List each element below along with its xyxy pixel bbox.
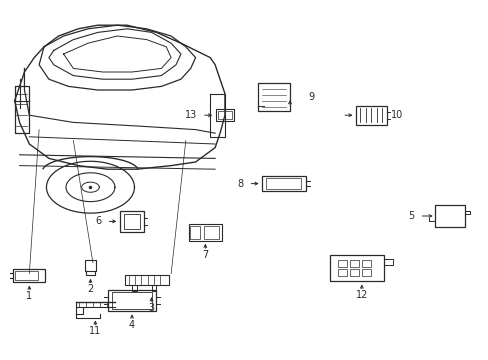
Bar: [337, 269, 346, 276]
Text: 9: 9: [307, 92, 314, 102]
Bar: [120, 211, 144, 232]
Bar: [362, 269, 370, 276]
Text: 8: 8: [237, 179, 243, 189]
Text: 3: 3: [148, 303, 154, 313]
Bar: [16, 271, 38, 280]
Text: 12: 12: [355, 290, 367, 300]
Bar: [218, 111, 231, 119]
Bar: [261, 176, 305, 191]
Bar: [107, 290, 156, 311]
Bar: [434, 205, 464, 227]
Bar: [84, 260, 96, 271]
Bar: [362, 260, 370, 267]
Text: 4: 4: [129, 320, 135, 330]
Bar: [265, 178, 301, 189]
Text: 13: 13: [184, 110, 197, 120]
Text: 7: 7: [202, 249, 208, 260]
Bar: [258, 83, 289, 111]
Text: 2: 2: [87, 284, 93, 294]
Bar: [189, 226, 199, 239]
Text: 10: 10: [390, 110, 403, 120]
Bar: [203, 226, 218, 239]
Bar: [356, 106, 386, 125]
Bar: [123, 214, 140, 229]
Bar: [349, 260, 358, 267]
Bar: [337, 260, 346, 267]
Bar: [349, 269, 358, 276]
Bar: [112, 292, 152, 309]
Bar: [329, 255, 384, 281]
Bar: [124, 275, 168, 285]
Text: 1: 1: [26, 291, 32, 301]
Bar: [215, 109, 234, 121]
Text: 5: 5: [407, 211, 414, 221]
Text: 11: 11: [89, 326, 102, 336]
Bar: [13, 269, 45, 282]
Text: 6: 6: [95, 216, 102, 226]
Bar: [188, 224, 222, 241]
